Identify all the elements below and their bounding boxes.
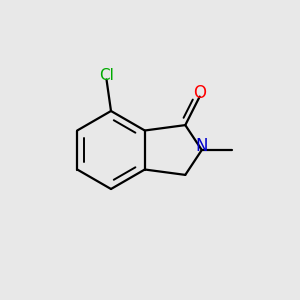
Text: N: N	[196, 137, 208, 155]
Text: O: O	[193, 84, 206, 102]
Text: Cl: Cl	[99, 68, 114, 83]
